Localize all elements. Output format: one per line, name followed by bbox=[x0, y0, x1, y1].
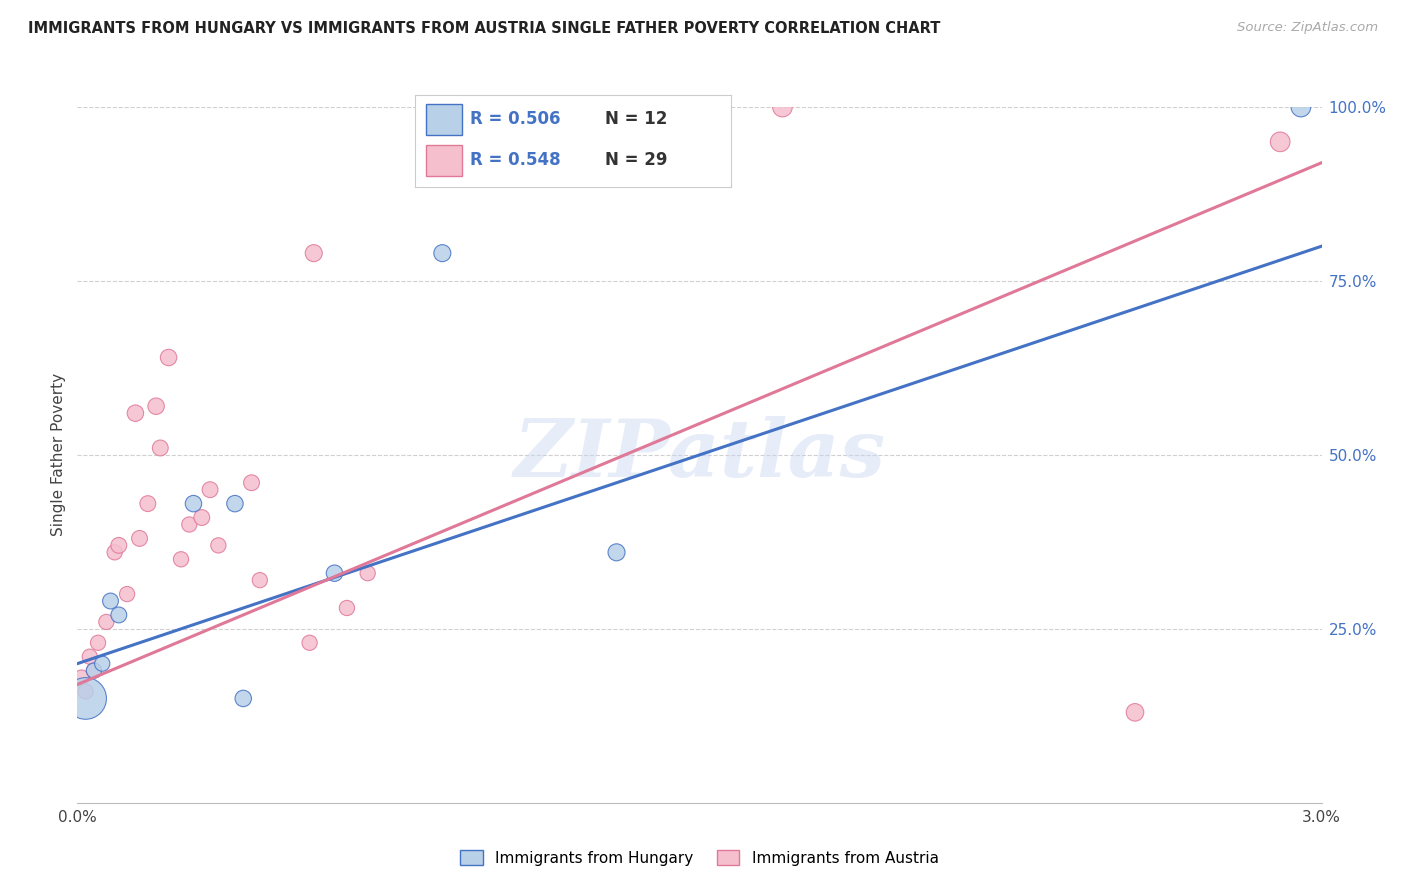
Point bbox=[145, 399, 167, 413]
Point bbox=[240, 475, 263, 490]
Text: ZIPatlas: ZIPatlas bbox=[513, 417, 886, 493]
Point bbox=[224, 497, 246, 511]
Point bbox=[104, 545, 127, 559]
Text: IMMIGRANTS FROM HUNGARY VS IMMIGRANTS FROM AUSTRIA SINGLE FATHER POVERTY CORRELA: IMMIGRANTS FROM HUNGARY VS IMMIGRANTS FR… bbox=[28, 21, 941, 36]
Point bbox=[75, 691, 97, 706]
Text: N = 12: N = 12 bbox=[605, 110, 666, 128]
Point bbox=[79, 649, 101, 664]
Point bbox=[115, 587, 138, 601]
Point bbox=[108, 607, 131, 622]
Point bbox=[357, 566, 380, 581]
Legend: Immigrants from Hungary, Immigrants from Austria: Immigrants from Hungary, Immigrants from… bbox=[454, 844, 945, 871]
Point bbox=[91, 657, 114, 671]
Point bbox=[170, 552, 193, 566]
Point bbox=[323, 566, 346, 581]
Point bbox=[183, 497, 205, 511]
Point bbox=[108, 538, 131, 552]
Bar bbox=[426, 103, 463, 135]
Point bbox=[298, 636, 321, 650]
Point bbox=[157, 351, 180, 365]
Point bbox=[1270, 135, 1292, 149]
Point bbox=[124, 406, 146, 420]
Y-axis label: Single Father Poverty: Single Father Poverty bbox=[51, 374, 66, 536]
Point bbox=[136, 497, 159, 511]
Text: N = 29: N = 29 bbox=[605, 152, 666, 169]
Point bbox=[128, 532, 150, 546]
Point bbox=[302, 246, 325, 260]
Point bbox=[232, 691, 254, 706]
Point bbox=[191, 510, 214, 524]
Bar bbox=[426, 145, 463, 177]
Point bbox=[87, 636, 110, 650]
Point bbox=[179, 517, 201, 532]
Point bbox=[249, 573, 271, 587]
Point bbox=[149, 441, 172, 455]
Point bbox=[432, 246, 454, 260]
Text: R = 0.548: R = 0.548 bbox=[470, 152, 561, 169]
Point bbox=[198, 483, 221, 497]
Point bbox=[207, 538, 229, 552]
Point bbox=[100, 594, 122, 608]
Point bbox=[1289, 100, 1312, 114]
Point bbox=[96, 615, 118, 629]
Point bbox=[83, 664, 105, 678]
Point bbox=[1123, 706, 1146, 720]
Point bbox=[70, 671, 93, 685]
Text: Source: ZipAtlas.com: Source: ZipAtlas.com bbox=[1237, 21, 1378, 34]
Point bbox=[75, 684, 97, 698]
Point bbox=[606, 545, 628, 559]
Point bbox=[336, 601, 359, 615]
Point bbox=[772, 100, 794, 114]
Text: R = 0.506: R = 0.506 bbox=[470, 110, 561, 128]
Point bbox=[83, 664, 105, 678]
